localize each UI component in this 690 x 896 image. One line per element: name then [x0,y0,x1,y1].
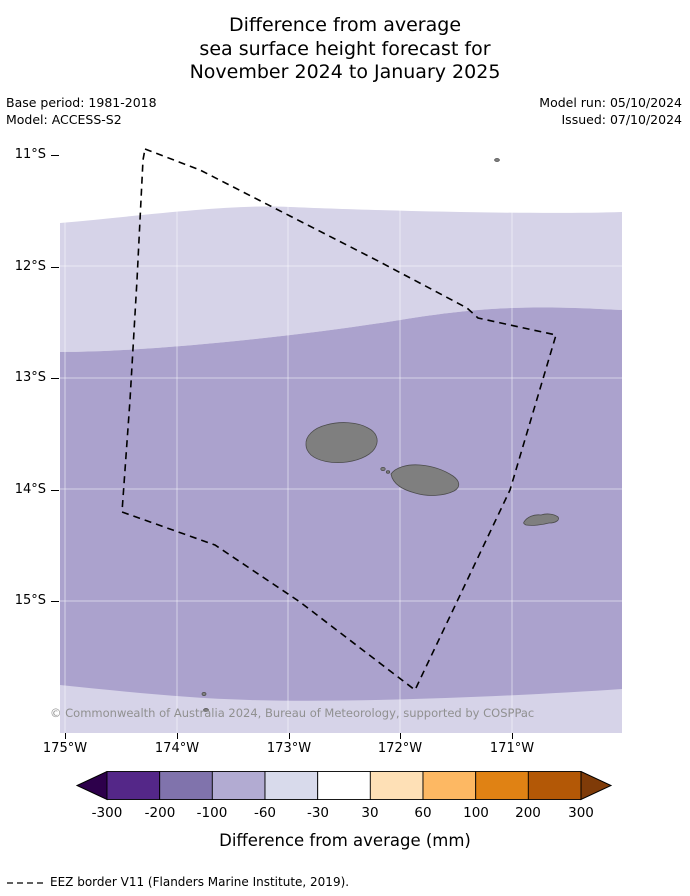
x-tick [512,733,514,739]
lat-label-15s: 15°S [14,593,46,608]
colorbar-segment [211,771,266,800]
colorbar-tick-label: -100 [196,805,228,821]
y-tick [51,267,59,269]
page-title: Difference from average sea surface heig… [0,14,690,85]
colorbar-segment [475,771,529,800]
colorbar-tick-label: 100 [463,805,489,821]
colorbar-segment [369,771,424,800]
colorbar-segment [106,771,161,800]
sea-band-medium-negative [60,307,622,733]
lat-label-11s: 11°S [14,147,46,162]
title-line-3: November 2024 to January 2025 [189,61,501,83]
model-run: Model run: 05/10/2024 [539,95,682,110]
colorbar-segment [264,771,319,800]
colorbar-segment [159,771,213,800]
lat-label-13s: 13°S [14,370,46,385]
lon-label-171w: 171°W [489,741,535,756]
colorbar-tick-label: 200 [515,805,541,821]
issued-date: Issued: 07/10/2024 [561,112,683,127]
metadata-left: Base period: 1981-2018 Model: ACCESS-S2 [6,94,157,128]
island-upolu [390,464,460,496]
x-tick [400,733,402,739]
title-line-1: Difference from average [228,14,462,36]
x-tick [177,733,179,739]
colorbar-tick-label: 60 [414,805,432,821]
colorbar-tick-label: -200 [144,805,176,821]
lon-label-175w: 175°W [42,741,88,756]
sea-band-light-negative-lower [60,685,622,733]
sea-band-light-negative-upper [60,206,622,352]
colorbar-tick-label: -30 [306,805,330,821]
lon-label-172w: 172°W [377,741,423,756]
lat-label-14s: 14°S [14,482,46,497]
x-tick [289,733,291,739]
y-tick [51,490,59,492]
islands [201,158,559,712]
colorbar-title: Difference from average (mm) [219,831,471,850]
island-manono [385,470,391,474]
colorbar-tick-label: -60 [253,805,277,821]
colorbar-tick-label: -300 [91,805,123,821]
island-tutuila [523,513,559,526]
y-tick [51,155,59,157]
island-swains [494,158,500,162]
colorbar-segment [527,771,582,800]
title-line-2: sea surface height forecast for [199,37,491,60]
lon-label-173w: 173°W [266,741,312,756]
graticule [60,140,622,733]
eez-legend: EEZ border V11 (Flanders Marine Institut… [6,875,349,889]
lon-label-174w: 174°W [154,741,200,756]
copyright-text: © Commonwealth of Australia 2024, Bureau… [50,706,535,720]
lat-label-12s: 12°S [14,259,46,274]
y-tick [51,378,59,380]
map-canvas [60,140,622,733]
colorbar-segment [317,771,371,800]
island-niuatoputapu [203,708,209,712]
colorbar-arrow-right-icon [580,771,613,801]
colorbar-tick-label: 300 [568,805,594,821]
eez-border-line [121,147,558,692]
colorbar-tick-label: 30 [361,805,379,821]
island-tafahi [201,692,207,697]
island-apolima [380,466,386,471]
eez-note-text: EEZ border V11 (Flanders Marine Institut… [50,875,350,889]
dashed-line-icon [7,881,43,884]
x-tick [65,733,67,739]
base-period: Base period: 1981-2018 [6,95,157,110]
y-tick [51,601,59,603]
metadata-right: Model run: 05/10/2024 Issued: 07/10/2024 [539,94,682,128]
model-name: Model: ACCESS-S2 [6,112,122,127]
island-savaii [305,422,378,463]
colorbar [75,771,613,801]
colorbar-arrow-left-icon [75,771,108,801]
colorbar-segment [422,771,477,800]
